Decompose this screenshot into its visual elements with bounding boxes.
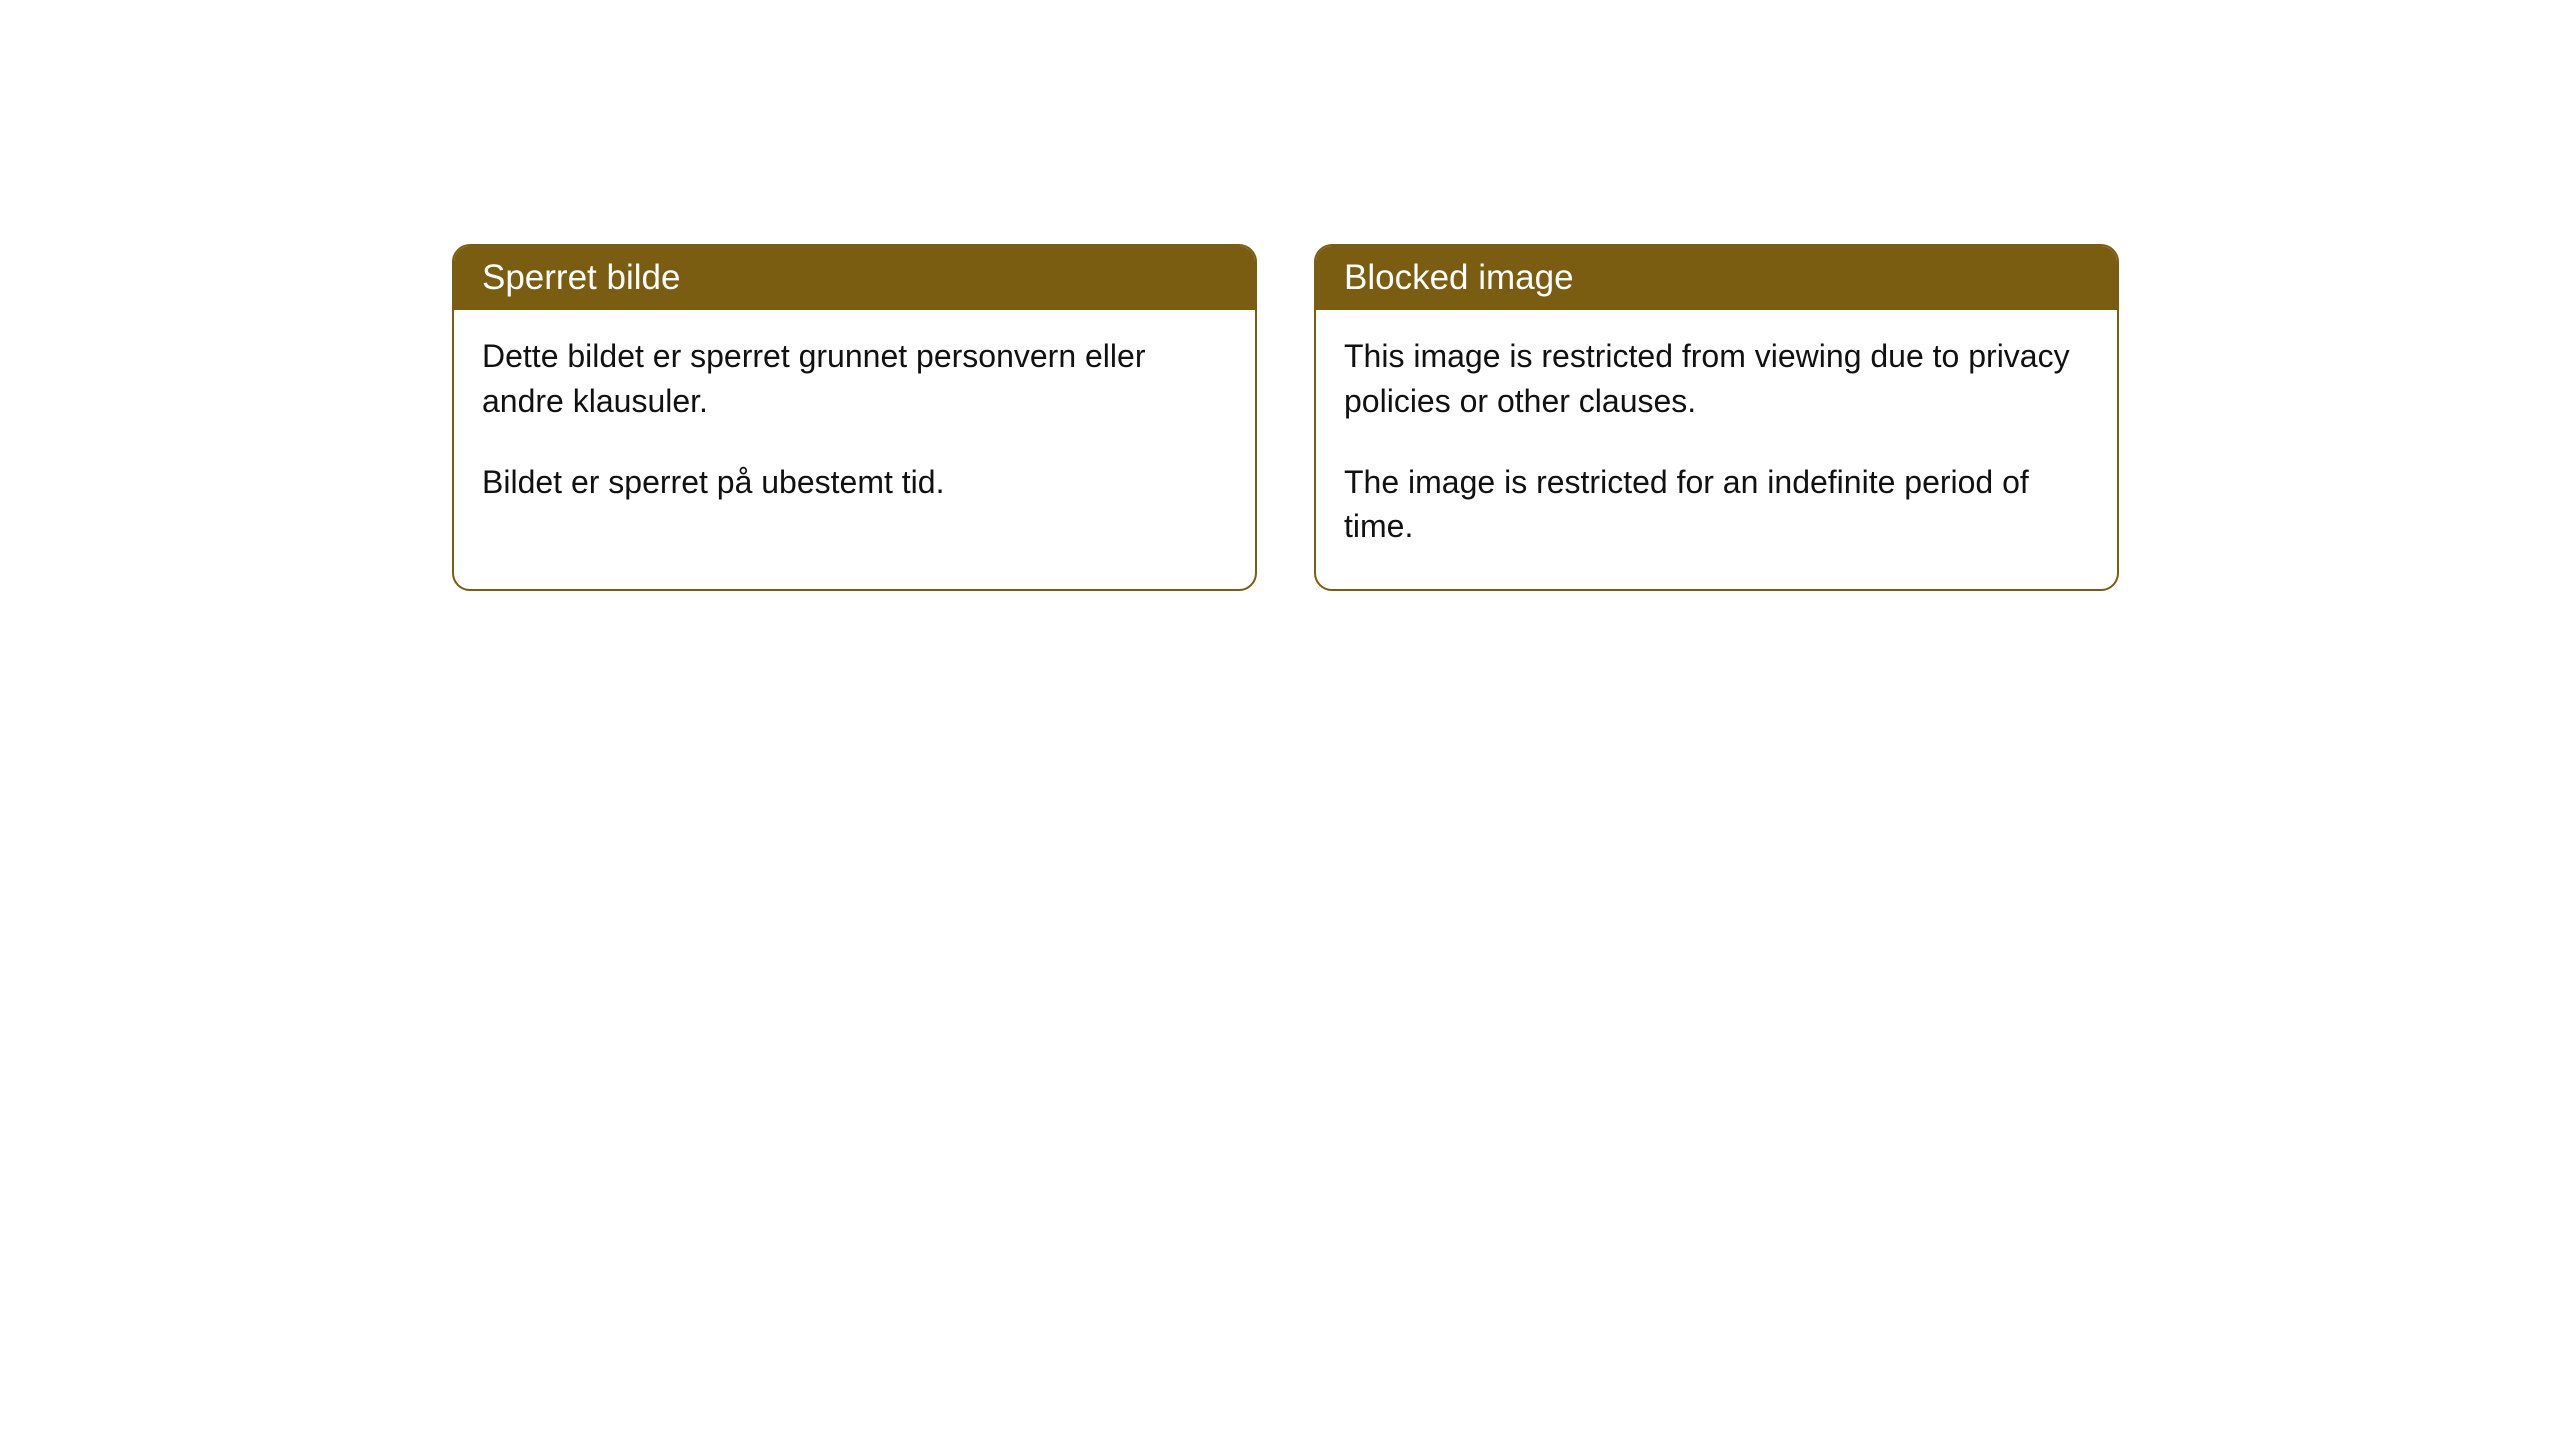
notice-paragraph: This image is restricted from viewing du… (1344, 334, 2089, 424)
notice-paragraph: Bildet er sperret på ubestemt tid. (482, 460, 1227, 505)
notice-card-english: Blocked image This image is restricted f… (1314, 244, 2119, 591)
notice-header-norwegian: Sperret bilde (454, 246, 1255, 310)
notice-paragraph: Dette bildet er sperret grunnet personve… (482, 334, 1227, 424)
notice-body-english: This image is restricted from viewing du… (1316, 310, 2117, 589)
notice-header-english: Blocked image (1316, 246, 2117, 310)
notice-container: Sperret bilde Dette bildet er sperret gr… (452, 244, 2119, 591)
notice-paragraph: The image is restricted for an indefinit… (1344, 460, 2089, 550)
notice-card-norwegian: Sperret bilde Dette bildet er sperret gr… (452, 244, 1257, 591)
notice-body-norwegian: Dette bildet er sperret grunnet personve… (454, 310, 1255, 544)
